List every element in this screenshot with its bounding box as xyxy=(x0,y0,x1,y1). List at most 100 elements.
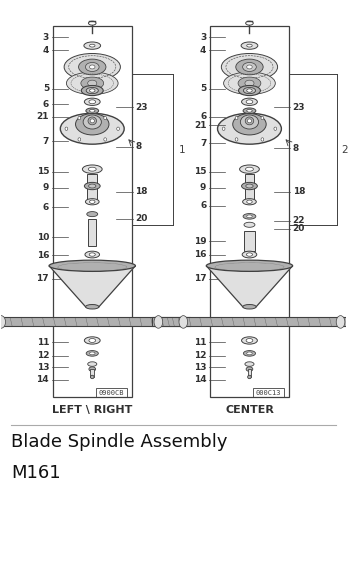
Bar xyxy=(245,173,254,203)
Text: 000C13: 000C13 xyxy=(256,390,281,396)
Ellipse shape xyxy=(206,260,293,271)
Ellipse shape xyxy=(243,87,255,93)
Text: 5: 5 xyxy=(43,84,49,93)
Text: 12: 12 xyxy=(36,351,49,360)
Ellipse shape xyxy=(78,138,81,141)
Text: M161: M161 xyxy=(11,464,61,482)
Ellipse shape xyxy=(83,115,102,129)
Ellipse shape xyxy=(82,165,102,173)
Text: Blade Spindle Assembly: Blade Spindle Assembly xyxy=(11,433,228,451)
Ellipse shape xyxy=(274,127,277,131)
Ellipse shape xyxy=(243,62,256,72)
Bar xyxy=(253,388,284,397)
Ellipse shape xyxy=(88,362,97,367)
Text: 23: 23 xyxy=(293,103,305,112)
Ellipse shape xyxy=(222,127,225,131)
Text: 6: 6 xyxy=(43,203,49,212)
Text: 11: 11 xyxy=(194,338,206,347)
Ellipse shape xyxy=(245,80,254,86)
Ellipse shape xyxy=(90,200,95,203)
Text: 16: 16 xyxy=(194,250,206,259)
Text: 3: 3 xyxy=(200,33,206,42)
Ellipse shape xyxy=(243,213,256,219)
Text: 14: 14 xyxy=(194,376,206,385)
Bar xyxy=(88,173,97,203)
Ellipse shape xyxy=(261,138,264,141)
Text: 13: 13 xyxy=(194,363,206,372)
Ellipse shape xyxy=(245,117,254,125)
Ellipse shape xyxy=(242,251,257,258)
Bar xyxy=(52,26,132,396)
Text: 7: 7 xyxy=(200,139,206,148)
Ellipse shape xyxy=(241,337,257,344)
Ellipse shape xyxy=(247,109,252,112)
Ellipse shape xyxy=(60,113,124,144)
Ellipse shape xyxy=(235,117,238,120)
Text: 20: 20 xyxy=(293,224,305,233)
Bar xyxy=(88,218,96,245)
Ellipse shape xyxy=(78,59,106,75)
Ellipse shape xyxy=(247,215,252,218)
Ellipse shape xyxy=(104,117,106,120)
Ellipse shape xyxy=(90,376,94,379)
Bar xyxy=(152,318,347,327)
Bar xyxy=(0,318,190,327)
Ellipse shape xyxy=(90,65,95,69)
Ellipse shape xyxy=(104,138,106,141)
Text: 18: 18 xyxy=(293,187,305,196)
Text: CENTER: CENTER xyxy=(225,405,274,415)
Ellipse shape xyxy=(218,113,281,144)
Text: 21: 21 xyxy=(194,121,206,130)
Ellipse shape xyxy=(84,98,100,105)
Ellipse shape xyxy=(78,117,81,120)
Ellipse shape xyxy=(243,351,255,356)
Ellipse shape xyxy=(246,21,253,25)
Ellipse shape xyxy=(240,165,259,173)
Ellipse shape xyxy=(238,86,260,96)
Ellipse shape xyxy=(241,98,257,105)
Ellipse shape xyxy=(89,21,96,25)
Ellipse shape xyxy=(90,119,94,123)
Ellipse shape xyxy=(241,182,257,190)
Ellipse shape xyxy=(85,251,99,258)
Ellipse shape xyxy=(89,253,95,256)
Ellipse shape xyxy=(49,260,135,271)
Text: 16: 16 xyxy=(36,251,49,260)
Ellipse shape xyxy=(240,115,259,129)
Text: 15: 15 xyxy=(194,167,206,176)
Text: 5: 5 xyxy=(200,84,206,93)
Ellipse shape xyxy=(86,87,98,93)
Ellipse shape xyxy=(85,62,99,72)
Ellipse shape xyxy=(89,184,96,188)
Text: 18: 18 xyxy=(135,187,148,196)
Ellipse shape xyxy=(88,117,97,125)
Text: 0900CB: 0900CB xyxy=(98,390,124,396)
Bar xyxy=(210,26,289,396)
Text: 21: 21 xyxy=(36,113,49,122)
Text: 17: 17 xyxy=(194,274,206,283)
Polygon shape xyxy=(206,266,293,307)
Text: 7: 7 xyxy=(43,137,49,146)
Text: 4: 4 xyxy=(43,46,49,55)
Ellipse shape xyxy=(90,109,95,112)
Text: 6: 6 xyxy=(43,100,49,109)
Text: 23: 23 xyxy=(135,103,148,112)
Ellipse shape xyxy=(243,199,256,205)
Ellipse shape xyxy=(86,351,98,356)
Ellipse shape xyxy=(66,72,118,95)
Ellipse shape xyxy=(221,53,278,81)
Ellipse shape xyxy=(247,89,252,92)
Ellipse shape xyxy=(247,352,252,355)
Ellipse shape xyxy=(154,316,163,328)
Ellipse shape xyxy=(81,77,104,90)
Text: 1: 1 xyxy=(178,145,185,154)
Bar xyxy=(96,388,127,397)
Text: 22: 22 xyxy=(293,216,305,225)
Ellipse shape xyxy=(246,253,252,256)
Ellipse shape xyxy=(65,127,68,131)
Text: 3: 3 xyxy=(43,33,49,42)
Ellipse shape xyxy=(179,316,188,328)
Ellipse shape xyxy=(85,199,99,205)
Text: 19: 19 xyxy=(194,236,206,245)
Text: 20: 20 xyxy=(135,214,148,223)
